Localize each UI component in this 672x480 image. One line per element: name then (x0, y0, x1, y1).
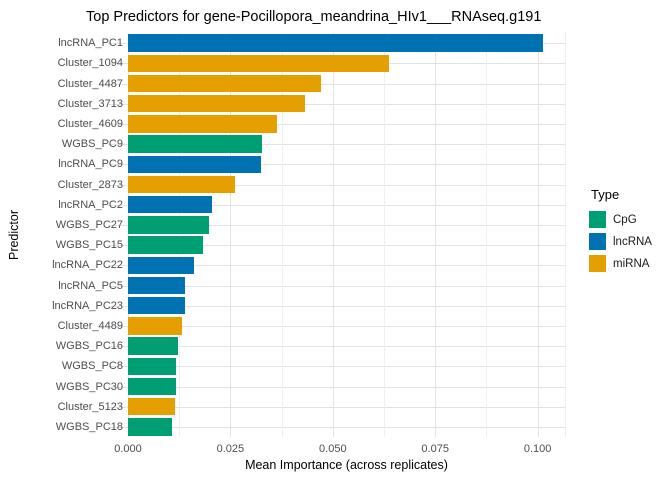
bar-WGBS_PC15 (128, 236, 204, 254)
x-axis-tick-label: 0.025 (216, 443, 245, 455)
x-axis-tick-label: 0.075 (421, 443, 449, 455)
legend-label: lncRNA (613, 235, 652, 248)
x-axis-tick-label: 0.000 (114, 443, 142, 455)
bar-WGBS_PC8 (128, 357, 177, 376)
legend-key-miRNA: miRNA (589, 255, 652, 272)
legend-swatch-miRNA (589, 255, 606, 272)
grid-line-horizontal (107, 406, 565, 408)
y-axis-tick-label: lncRNA_PC2 (58, 198, 123, 211)
grid-line-horizontal (107, 184, 565, 186)
y-axis-tick-label: lncRNA_PC22 (52, 259, 123, 272)
x-axis-title: Mean Importance (across replicates) (245, 458, 448, 472)
grid-line-horizontal (107, 83, 565, 85)
grid-line-horizontal (107, 204, 565, 206)
grid-line-horizontal (107, 265, 565, 267)
grid-line-minor (486, 33, 488, 437)
bar-lncRNA_PC23 (128, 296, 186, 315)
grid-line-horizontal (107, 426, 565, 428)
x-axis-tick-label: 0.050 (319, 443, 347, 455)
y-axis-tick-label: Cluster_2873 (57, 178, 123, 191)
y-axis-tick-label: Cluster_5123 (57, 400, 123, 413)
bar-Cluster_1094 (128, 54, 389, 73)
grid-line-horizontal (107, 325, 565, 327)
bar-WGBS_PC27 (128, 216, 209, 234)
y-axis-tick-label: WGBS_PC16 (55, 340, 123, 353)
grid-line-minor (281, 33, 283, 437)
legend-swatch-CpG (589, 211, 606, 228)
bar-Cluster_2873 (128, 175, 236, 194)
legend: Type CpG lncRNA miRNA (589, 187, 652, 277)
grid-line-major (435, 33, 437, 437)
grid-line-horizontal (107, 123, 565, 125)
bar-WGBS_PC30 (128, 377, 177, 396)
bar-lncRNA_PC9 (128, 155, 261, 174)
y-axis-tick-label: Cluster_4487 (57, 77, 123, 90)
bar-WGBS_PC16 (128, 337, 179, 355)
y-axis-tick-label: WGBS_PC15 (55, 239, 123, 252)
grid-line-horizontal (107, 366, 565, 368)
y-axis-tick-label: Cluster_3713 (57, 97, 123, 110)
grid-line-horizontal (107, 386, 565, 388)
y-axis-tick-label: WGBS_PC9 (61, 138, 123, 151)
bar-Cluster_4487 (128, 74, 321, 93)
bar-Cluster_4489 (128, 317, 182, 335)
bar-lncRNA_PC2 (128, 195, 212, 214)
y-axis-tick-label: WGBS_PC18 (55, 420, 123, 433)
bar-lncRNA_PC1 (128, 34, 543, 52)
y-axis-tick-label: lncRNA_PC1 (58, 37, 123, 50)
y-axis-title: Predictor (7, 209, 21, 261)
grid-line-major (332, 33, 334, 437)
grid-line-major (230, 33, 232, 437)
grid-line-horizontal (107, 224, 565, 226)
grid-line-horizontal (107, 245, 565, 247)
chart-title: Top Predictors for gene-Pocillopora_mean… (86, 9, 542, 25)
y-axis-tick-label: Cluster_4489 (57, 319, 123, 332)
grid-line-horizontal (107, 305, 565, 307)
legend-keys: CpG lncRNA miRNA (589, 211, 652, 272)
grid-line-horizontal (107, 164, 565, 166)
bar-WGBS_PC18 (128, 418, 172, 436)
legend-label: CpG (613, 213, 637, 226)
grid-line-horizontal (107, 346, 565, 348)
bar-lncRNA_PC22 (128, 256, 194, 275)
y-axis-tick-label: Cluster_1094 (57, 57, 123, 70)
bar-WGBS_PC9 (128, 135, 263, 153)
y-axis-tick-label: WGBS_PC27 (55, 218, 123, 231)
y-axis-tick-label: WGBS_PC30 (55, 380, 123, 393)
y-axis-tick-label: lncRNA_PC5 (58, 279, 123, 292)
legend-key-lncRNA: lncRNA (589, 233, 652, 250)
grid-line-minor (384, 33, 385, 437)
y-axis-tick-label: WGBS_PC8 (61, 360, 123, 373)
grid-line-horizontal (107, 144, 565, 146)
bar-lncRNA_PC5 (128, 276, 186, 295)
bar-Cluster_3713 (128, 94, 305, 113)
y-axis-tick-label: lncRNA_PC9 (58, 158, 123, 171)
x-axis-tick-label: 0.100 (523, 443, 552, 455)
grid-line-horizontal (107, 103, 565, 105)
grid-line-minor (565, 33, 566, 437)
legend-title: Type (591, 187, 620, 202)
y-axis-tick-label: lncRNA_PC23 (52, 299, 123, 312)
bar-Cluster_5123 (128, 397, 175, 416)
grid-line-major (128, 33, 129, 437)
legend-key-CpG: CpG (589, 211, 652, 228)
grid-line-major (537, 33, 539, 437)
grid-line-horizontal (107, 285, 565, 287)
bar-Cluster_4609 (128, 115, 277, 133)
grid-line-minor (179, 33, 181, 437)
legend-label: miRNA (613, 257, 650, 270)
y-axis-tick-label: Cluster_4609 (57, 117, 123, 130)
legend-swatch-lncRNA (589, 233, 606, 250)
